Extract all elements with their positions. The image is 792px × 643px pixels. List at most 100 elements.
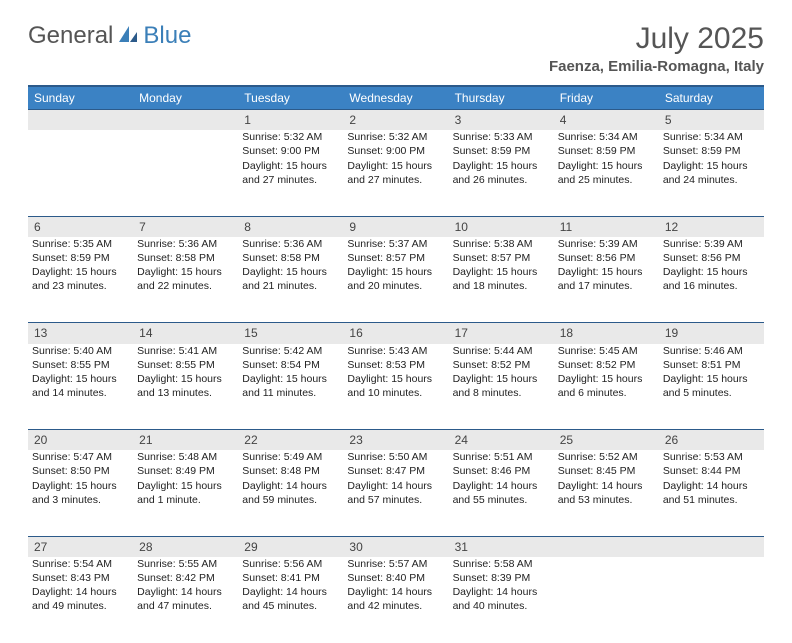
day-info-line: Sunset: 8:43 PM (32, 571, 129, 585)
day-number: 29 (238, 536, 343, 557)
day-number: 28 (133, 536, 238, 557)
day-cell: Sunrise: 5:48 AMSunset: 8:49 PMDaylight:… (133, 450, 238, 536)
day-info-line: Daylight: 15 hours (242, 372, 339, 386)
day-info-line: and 11 minutes. (242, 386, 339, 400)
day-info-row: Sunrise: 5:35 AMSunset: 8:59 PMDaylight:… (28, 237, 764, 323)
day-info-line: Sunrise: 5:33 AM (453, 130, 550, 144)
day-number: 10 (449, 216, 554, 237)
day-info-line: Daylight: 14 hours (347, 479, 444, 493)
day-info-line: Sunrise: 5:52 AM (558, 450, 655, 464)
day-info-line: Sunrise: 5:42 AM (242, 344, 339, 358)
day-info-line: Daylight: 15 hours (347, 159, 444, 173)
day-number: 9 (343, 216, 448, 237)
day-info-line: Daylight: 15 hours (453, 265, 550, 279)
day-number: 16 (343, 323, 448, 344)
day-info-line: Sunrise: 5:40 AM (32, 344, 129, 358)
day-number: 14 (133, 323, 238, 344)
day-number: 8 (238, 216, 343, 237)
day-info-line: and 22 minutes. (137, 279, 234, 293)
day-info-line: Daylight: 15 hours (663, 159, 760, 173)
day-info-line: and 13 minutes. (137, 386, 234, 400)
day-number (554, 536, 659, 557)
day-info-line: Daylight: 14 hours (242, 479, 339, 493)
day-number (133, 110, 238, 131)
day-number: 4 (554, 110, 659, 131)
day-number (659, 536, 764, 557)
day-info-line: and 40 minutes. (453, 599, 550, 613)
day-number: 22 (238, 430, 343, 451)
day-info-line: Sunrise: 5:51 AM (453, 450, 550, 464)
day-info-line: and 6 minutes. (558, 386, 655, 400)
title-block: July 2025 Faenza, Emilia-Romagna, Italy (549, 22, 764, 75)
day-info-line: and 49 minutes. (32, 599, 129, 613)
day-info-line: Sunset: 8:55 PM (32, 358, 129, 372)
day-cell: Sunrise: 5:55 AMSunset: 8:42 PMDaylight:… (133, 557, 238, 643)
day-info-line: and 24 minutes. (663, 173, 760, 187)
day-info-line: Sunset: 8:45 PM (558, 464, 655, 478)
day-info-line: Sunset: 8:59 PM (558, 144, 655, 158)
day-info-line: Sunset: 8:59 PM (663, 144, 760, 158)
weekday-header: Friday (554, 86, 659, 110)
day-info-line: Sunset: 8:53 PM (347, 358, 444, 372)
day-info-line: Sunrise: 5:55 AM (137, 557, 234, 571)
day-info-line: Sunrise: 5:45 AM (558, 344, 655, 358)
day-info-line: and 25 minutes. (558, 173, 655, 187)
day-info-line: Daylight: 15 hours (453, 372, 550, 386)
day-info-line: and 26 minutes. (453, 173, 550, 187)
day-info-line: Daylight: 14 hours (32, 585, 129, 599)
day-cell: Sunrise: 5:38 AMSunset: 8:57 PMDaylight:… (449, 237, 554, 323)
day-info-line: Sunrise: 5:53 AM (663, 450, 760, 464)
day-info-line: Daylight: 14 hours (453, 585, 550, 599)
day-number: 25 (554, 430, 659, 451)
day-info-line: Sunrise: 5:43 AM (347, 344, 444, 358)
day-cell: Sunrise: 5:33 AMSunset: 8:59 PMDaylight:… (449, 130, 554, 216)
day-info-line: Sunset: 8:57 PM (347, 251, 444, 265)
day-info-line: Daylight: 15 hours (242, 159, 339, 173)
day-info-line: Daylight: 15 hours (347, 372, 444, 386)
day-cell: Sunrise: 5:34 AMSunset: 8:59 PMDaylight:… (659, 130, 764, 216)
day-number: 17 (449, 323, 554, 344)
day-info-row: Sunrise: 5:47 AMSunset: 8:50 PMDaylight:… (28, 450, 764, 536)
calendar-table: Sunday Monday Tuesday Wednesday Thursday… (28, 85, 764, 643)
day-info-line: Sunset: 8:54 PM (242, 358, 339, 372)
day-info-line: Sunset: 8:51 PM (663, 358, 760, 372)
day-cell: Sunrise: 5:58 AMSunset: 8:39 PMDaylight:… (449, 557, 554, 643)
day-info-line: Sunrise: 5:49 AM (242, 450, 339, 464)
day-cell: Sunrise: 5:36 AMSunset: 8:58 PMDaylight:… (133, 237, 238, 323)
day-info-line: Daylight: 14 hours (453, 479, 550, 493)
day-info-line: Sunrise: 5:58 AM (453, 557, 550, 571)
day-info-line: Sunset: 8:41 PM (242, 571, 339, 585)
day-number-row: 13141516171819 (28, 323, 764, 344)
day-info-row: Sunrise: 5:54 AMSunset: 8:43 PMDaylight:… (28, 557, 764, 643)
day-cell: Sunrise: 5:47 AMSunset: 8:50 PMDaylight:… (28, 450, 133, 536)
day-info-line: Sunrise: 5:35 AM (32, 237, 129, 251)
day-info-line: Sunrise: 5:56 AM (242, 557, 339, 571)
day-info-line: and 3 minutes. (32, 493, 129, 507)
day-cell: Sunrise: 5:35 AMSunset: 8:59 PMDaylight:… (28, 237, 133, 323)
day-info-line: Daylight: 15 hours (32, 372, 129, 386)
day-info-line: Sunrise: 5:37 AM (347, 237, 444, 251)
day-number: 24 (449, 430, 554, 451)
weekday-header: Thursday (449, 86, 554, 110)
day-info-line: Sunrise: 5:48 AM (137, 450, 234, 464)
day-cell (133, 130, 238, 216)
day-info-line: Daylight: 15 hours (558, 265, 655, 279)
day-info-line: and 51 minutes. (663, 493, 760, 507)
day-info-row: Sunrise: 5:32 AMSunset: 9:00 PMDaylight:… (28, 130, 764, 216)
day-info-line: Sunrise: 5:32 AM (347, 130, 444, 144)
day-info-line: Sunset: 8:46 PM (453, 464, 550, 478)
day-info-line: Sunrise: 5:34 AM (558, 130, 655, 144)
day-info-line: and 8 minutes. (453, 386, 550, 400)
day-info-line: Sunrise: 5:44 AM (453, 344, 550, 358)
day-info-line: Sunset: 8:50 PM (32, 464, 129, 478)
day-info-line: and 21 minutes. (242, 279, 339, 293)
day-info-line: Daylight: 15 hours (558, 159, 655, 173)
logo-text-blue: Blue (143, 22, 191, 50)
day-cell: Sunrise: 5:39 AMSunset: 8:56 PMDaylight:… (554, 237, 659, 323)
day-info-line: and 27 minutes. (242, 173, 339, 187)
day-info-line: and 27 minutes. (347, 173, 444, 187)
day-number: 3 (449, 110, 554, 131)
day-cell: Sunrise: 5:50 AMSunset: 8:47 PMDaylight:… (343, 450, 448, 536)
day-info-line: Daylight: 15 hours (453, 159, 550, 173)
weekday-header-row: Sunday Monday Tuesday Wednesday Thursday… (28, 86, 764, 110)
